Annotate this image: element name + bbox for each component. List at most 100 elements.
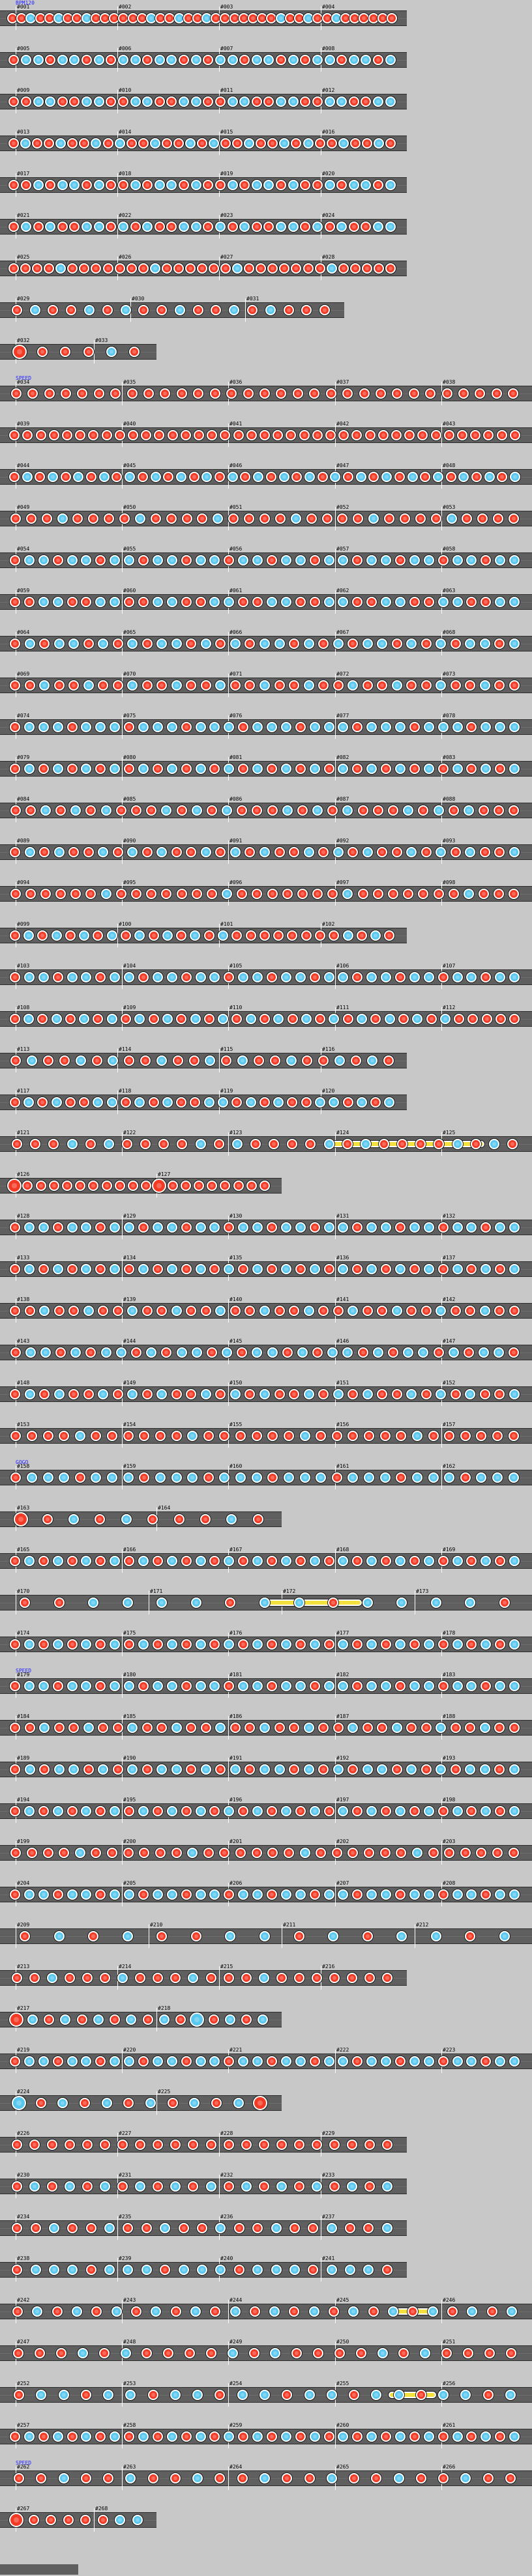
- don-note: [170, 2473, 181, 2483]
- don-note: [104, 513, 114, 524]
- don-note: [351, 430, 362, 440]
- ka-note: [279, 138, 289, 149]
- measure-number: #012: [322, 87, 335, 93]
- ka-note: [509, 1389, 520, 1399]
- don-note: [252, 2223, 263, 2233]
- measure-number: #051: [229, 504, 243, 510]
- don-note: [444, 1431, 454, 1441]
- ka-note: [324, 972, 334, 982]
- ka-note: [495, 2056, 505, 2067]
- ka-note: [252, 1347, 262, 1358]
- ka-note: [103, 2390, 113, 2400]
- don-note: [153, 1556, 163, 1566]
- ka-note: [381, 722, 391, 732]
- don-note: [379, 1139, 389, 1149]
- don-note: [13, 2348, 23, 2358]
- don-note: [252, 805, 262, 816]
- don-note: [403, 889, 413, 899]
- don-note: [72, 13, 82, 23]
- ka-note: [206, 2181, 216, 2192]
- don-note: [494, 1306, 505, 1316]
- don-note: [117, 2140, 128, 2150]
- ka-note: [480, 638, 490, 649]
- don-note: [349, 2390, 359, 2400]
- measure-number: #041: [229, 421, 243, 427]
- don-note: [67, 1264, 78, 1274]
- don-note: [220, 263, 231, 274]
- don-note: [289, 638, 299, 649]
- don-note: [483, 430, 494, 440]
- lane-guide: [0, 2520, 156, 2521]
- ka-note: [301, 1014, 312, 1024]
- measure-number: #176: [229, 1630, 243, 1636]
- footer-strip: [0, 2564, 78, 2575]
- barline: [122, 1257, 123, 1281]
- ka-note: [334, 1055, 345, 1066]
- don-note: [347, 638, 358, 649]
- ka-note: [338, 555, 348, 565]
- ka-note: [106, 347, 117, 357]
- don-note: [8, 263, 19, 274]
- measure-number: #087: [336, 796, 349, 802]
- don-note: [238, 2431, 248, 2442]
- barline: [122, 1799, 123, 1823]
- measure-number: #110: [229, 1005, 243, 1010]
- don-note: [480, 972, 491, 982]
- don-note: [352, 1556, 362, 1566]
- don-note: [358, 1347, 368, 1358]
- chart-row: #074 #075 #076 #077 #078: [0, 710, 532, 752]
- chart-row: #184 #185 #186 #187 #188: [0, 1711, 532, 1753]
- don-note: [140, 1139, 151, 1149]
- don-note: [438, 1681, 449, 1691]
- don-note: [53, 1889, 63, 1900]
- ka-note: [438, 2390, 449, 2400]
- don-note: [156, 1306, 167, 1316]
- barline: [335, 1216, 336, 1239]
- measure-number: #182: [336, 1672, 349, 1678]
- barline: [335, 757, 336, 780]
- don-note: [186, 1723, 196, 1733]
- don-note: [438, 1806, 449, 1816]
- ka-note: [192, 2390, 203, 2400]
- don-note: [75, 430, 85, 440]
- don-note: [170, 2140, 181, 2150]
- measure-number: #029: [17, 296, 30, 302]
- don-note: [244, 1389, 255, 1399]
- ka-note: [127, 680, 138, 691]
- measure-number: #061: [229, 588, 243, 594]
- ka-note: [338, 722, 348, 732]
- don-note: [494, 1764, 505, 1775]
- measure-number: #091: [229, 838, 243, 844]
- don-note: [309, 388, 319, 399]
- don-note: [409, 1264, 420, 1274]
- ka-note: [162, 1097, 173, 1108]
- don-note: [209, 764, 220, 774]
- ka-note: [259, 1389, 270, 1399]
- don-note: [382, 2140, 392, 2150]
- ka-note: [424, 764, 434, 774]
- don-note: [404, 430, 415, 440]
- ka-note: [252, 180, 262, 190]
- ka-note: [141, 2265, 152, 2275]
- ka-note: [304, 1764, 314, 1775]
- don-note: [294, 1973, 304, 1983]
- chart-row: #094 #095 #096 #097 #098: [0, 877, 532, 919]
- don-note: [233, 1181, 244, 1191]
- don-note: [232, 138, 243, 149]
- don-note: [193, 388, 203, 399]
- measure-number: #006: [119, 46, 132, 51]
- ka-note: [395, 1639, 406, 1650]
- ka-note: [209, 1889, 220, 1900]
- measure-number: #137: [443, 1255, 456, 1261]
- don-note: [91, 2306, 102, 2317]
- ka-note: [509, 597, 520, 607]
- don-note: [336, 55, 347, 65]
- ka-note: [436, 680, 446, 691]
- ka-note: [428, 1472, 439, 1483]
- chart-row: #267 #268: [0, 2503, 156, 2545]
- measure-number: #076: [229, 713, 243, 719]
- don-note: [8, 55, 19, 65]
- don-note: [267, 1681, 277, 1691]
- lane-guide: [0, 1269, 532, 1270]
- don-note: [334, 2348, 345, 2358]
